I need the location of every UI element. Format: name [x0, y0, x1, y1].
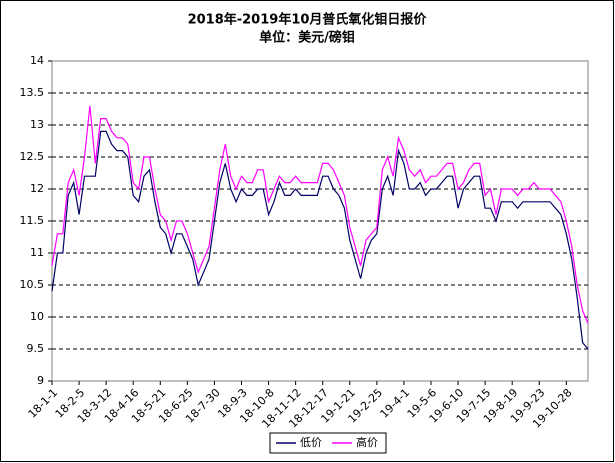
y-tick-label: 10.5: [20, 278, 45, 291]
y-tick-label: 9.5: [27, 342, 45, 355]
chart-subtitle: 单位：美元/磅钼: [259, 30, 355, 46]
legend-label: 高价: [356, 435, 378, 449]
y-tick-label: 14: [30, 54, 44, 67]
chart-title: 2018年-2019年10月普氏氧化钼日报价: [188, 12, 428, 28]
y-tick-label: 11.5: [20, 214, 45, 227]
y-tick-label: 13.5: [20, 86, 45, 99]
legend-box: [269, 432, 387, 454]
series-line: [51, 105, 589, 324]
series-line: [51, 130, 589, 350]
y-tick-label: 13: [30, 118, 44, 131]
y-tick-label: 12: [30, 182, 44, 195]
y-tick-label: 12.5: [20, 150, 45, 163]
legend-label: 低价: [300, 436, 322, 449]
y-tick-label: 10: [30, 310, 44, 323]
y-tick-label: 9: [37, 374, 44, 387]
y-tick-label: 11: [30, 246, 44, 259]
